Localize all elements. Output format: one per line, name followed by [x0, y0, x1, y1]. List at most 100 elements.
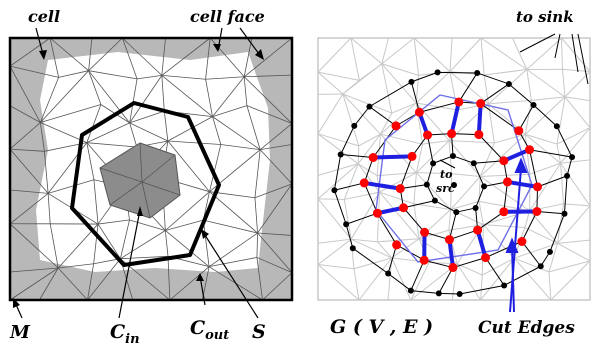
graph-edge: [334, 182, 365, 191]
mesh-edge: [257, 232, 293, 273]
cut-node: [368, 153, 378, 163]
mesh-edge: [209, 257, 258, 268]
mesh-edge: [212, 76, 245, 117]
graph-edge: [451, 133, 479, 136]
cut-node: [399, 203, 409, 213]
graph-node: [434, 69, 441, 76]
mesh-edge: [254, 149, 261, 198]
cut-node: [392, 240, 402, 250]
graph-edge: [376, 212, 398, 246]
mesh-edge: [557, 239, 591, 244]
graph-node: [530, 101, 537, 108]
mesh-edge: [557, 242, 591, 262]
mesh-edge: [525, 133, 558, 145]
graph-node: [423, 181, 430, 188]
mesh-edge: [560, 159, 591, 164]
mesh-edge: [97, 219, 130, 225]
mesh-edge: [416, 172, 452, 210]
mesh-edge: [9, 148, 45, 152]
cut-edges-group: [363, 101, 538, 268]
mesh-edge: [556, 143, 562, 164]
graph-node: [451, 182, 457, 188]
mesh-edge: [357, 163, 380, 193]
graph-edge: [432, 155, 454, 164]
c-out-label: Cout: [190, 317, 229, 343]
graph-node: [407, 287, 414, 294]
mesh-edge: [243, 76, 293, 124]
mesh-edge: [44, 151, 49, 194]
mesh-edge: [164, 230, 169, 257]
graph-edge: [477, 211, 505, 231]
graph-node: [435, 290, 442, 297]
mesh-edge: [483, 224, 525, 228]
graph-edge: [410, 290, 439, 294]
cut-edges-label: Cut Edges: [478, 318, 575, 338]
to-src-arrow: [439, 159, 456, 169]
cut-node: [517, 237, 527, 247]
mesh-edge: [564, 96, 591, 129]
graph-edge: [529, 149, 539, 187]
graph-node: [564, 172, 571, 179]
c-in-label: Cin: [110, 321, 140, 347]
mesh-edge: [353, 257, 392, 270]
cut-edge: [447, 239, 455, 268]
mesh-edge: [317, 198, 345, 200]
graph-edge: [369, 81, 412, 108]
mesh-edge: [526, 37, 562, 70]
mesh-edge: [381, 37, 415, 65]
mesh-edge: [343, 199, 352, 240]
to-sink-arrows: [519, 33, 589, 85]
mesh-edge: [450, 173, 453, 210]
cut-surface-outline: [375, 94, 533, 263]
graph-edge: [448, 212, 457, 240]
mesh-edge: [209, 191, 258, 234]
mesh-edge: [88, 37, 123, 71]
cut-node: [391, 121, 401, 131]
mesh-edge: [47, 193, 51, 224]
graph-edge: [456, 207, 476, 213]
graph-edge: [387, 244, 398, 274]
graph-edge: [411, 71, 438, 83]
mesh-edge: [564, 96, 591, 102]
graph-node: [470, 160, 477, 167]
graph-edge: [537, 175, 568, 188]
mesh-edge: [381, 37, 389, 64]
graph-edge: [424, 259, 454, 269]
mesh-edge: [343, 163, 359, 200]
mesh-edge: [450, 176, 481, 210]
mesh-edge: [88, 37, 93, 71]
s-label: S: [252, 321, 266, 343]
domain-boundary-m: [8, 36, 294, 302]
graph-edge: [345, 224, 354, 249]
graph-node: [569, 154, 576, 161]
mesh-edge: [244, 74, 293, 78]
cut-node: [395, 184, 405, 194]
mesh-edge: [317, 163, 359, 200]
mesh-edge: [379, 191, 420, 240]
mesh-edge: [58, 70, 89, 78]
inner-core-spokes: [99, 142, 181, 219]
graph-node: [453, 209, 460, 216]
graph-edge: [458, 72, 478, 103]
graph-edge: [369, 106, 397, 127]
graph-node: [349, 245, 356, 252]
cut-node: [502, 177, 512, 187]
mesh-edge: [259, 123, 293, 150]
graph-edge: [521, 241, 542, 267]
graph-node: [431, 197, 438, 204]
mesh-edge: [9, 223, 59, 269]
mesh-edge: [449, 71, 489, 105]
mesh-edge: [478, 201, 484, 225]
graph-edge: [410, 81, 420, 113]
mesh-edge: [122, 37, 163, 76]
mesh-edge: [49, 37, 89, 71]
graph-edge: [473, 162, 485, 187]
mesh-edge: [449, 37, 453, 72]
mesh-edge: [482, 257, 515, 276]
graph-edge: [477, 72, 510, 85]
graph-edge: [449, 229, 478, 241]
graph-edge: [333, 154, 342, 191]
mesh-edge: [165, 191, 210, 231]
to-src-label-line1: to: [440, 168, 452, 181]
mesh-edge: [512, 37, 528, 70]
